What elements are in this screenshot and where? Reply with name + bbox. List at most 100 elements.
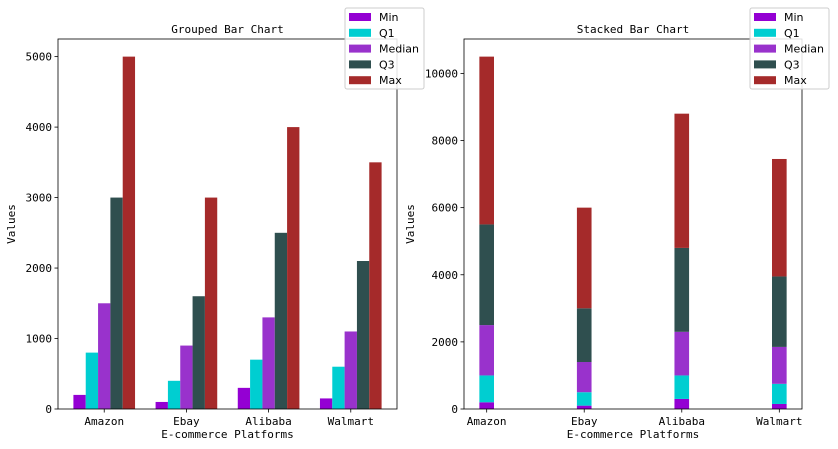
stacked-bar-chart: 0 2000 4000 6000 8000 10000 Amazon Ebay Alibaba W…	[404, 7, 830, 441]
bar-ebay-q1	[576, 392, 592, 406]
bar-walmart-q1	[332, 366, 345, 409]
legend-label-max: Max	[379, 74, 402, 87]
axes-frame	[57, 38, 398, 410]
y-tick-label: 2000	[432, 336, 459, 349]
legend-label-min: Min	[784, 11, 804, 24]
legend-label-min: Min	[379, 11, 399, 24]
bar-alibaba-min	[237, 387, 251, 409]
bar-walmart-median	[772, 346, 787, 384]
bar-alibaba-min	[674, 398, 690, 409]
bar-amazon-median	[98, 303, 111, 409]
y-tick-label: 5000	[26, 51, 53, 64]
bar-ebay-min	[576, 405, 592, 409]
bar-ebay-max	[576, 207, 592, 309]
y-tick-label: 0	[451, 403, 458, 416]
bar-walmart-q3	[356, 261, 370, 409]
bar-amazon-min	[73, 394, 86, 409]
bar-alibaba-max	[287, 127, 300, 409]
legend-label-q3: Q3	[379, 58, 395, 71]
axes-frame	[463, 38, 803, 410]
legend-box	[749, 7, 830, 90]
bar-alibaba-q3	[274, 232, 288, 409]
legend-swatch-q3	[349, 60, 371, 69]
bar-walmart-q3	[772, 276, 787, 347]
chart-title: Stacked Bar Chart	[577, 23, 690, 36]
bar-amazon-q1	[479, 375, 494, 403]
bar-ebay-q3	[576, 308, 592, 363]
y-tick-label: 6000	[432, 202, 459, 215]
legend-swatch-median	[349, 44, 371, 53]
bar-walmart-median	[344, 331, 357, 409]
x-axis: Amazon Ebay Alibaba Walmart	[467, 409, 803, 428]
y-axis-label: Values	[5, 204, 18, 244]
bar-ebay-median	[576, 362, 592, 393]
legend-label-median: Median	[379, 43, 419, 56]
bar-amazon-max	[122, 56, 136, 409]
bar-ebay-q1	[167, 380, 181, 409]
bar-walmart-max	[772, 158, 787, 277]
legend-label-q1: Q1	[379, 27, 395, 40]
bars	[479, 56, 787, 409]
legend-swatch-max	[349, 76, 371, 85]
y-axis: 0 2000 4000 6000 8000 10000	[425, 67, 464, 416]
x-tick-label: Walmart	[756, 415, 802, 428]
x-tick-label: Amazon	[467, 415, 507, 428]
y-tick-label: 4000	[432, 269, 459, 282]
bar-alibaba-q3	[674, 247, 690, 332]
legend-swatch-min	[754, 13, 776, 21]
bar-amazon-min	[479, 402, 494, 409]
bar-amazon-max	[479, 56, 494, 225]
legend: Min Q1 Median Q3 Max	[344, 7, 425, 90]
bar-amazon-median	[479, 325, 494, 376]
x-tick-label: Alibaba	[659, 415, 705, 428]
y-tick-label: 1000	[26, 333, 53, 346]
bar-amazon-q3	[110, 197, 123, 409]
x-axis-label: E-commerce Platforms	[567, 428, 699, 441]
x-tick-label: Alibaba	[245, 415, 291, 428]
legend-swatch-median	[754, 44, 776, 53]
bars	[73, 56, 382, 409]
bar-walmart-min	[319, 398, 333, 409]
y-tick-label: 8000	[432, 135, 459, 148]
y-tick-label: 0	[45, 403, 52, 416]
legend-swatch-q1	[349, 28, 371, 37]
legend-swatch-max	[754, 76, 776, 85]
x-tick-label: Ebay	[571, 415, 598, 428]
bar-walmart-max	[369, 162, 382, 409]
legend-box	[344, 7, 425, 90]
x-tick-label: Walmart	[328, 415, 374, 428]
bar-amazon-q3	[479, 224, 494, 326]
legend: Min Q1 Median Q3 Max	[749, 7, 830, 90]
bar-walmart-q1	[772, 383, 787, 404]
bar-ebay-q3	[192, 296, 205, 409]
y-tick-label: 4000	[26, 121, 53, 134]
y-axis-label: Values	[404, 204, 417, 244]
legend-label-median: Median	[784, 43, 824, 56]
x-axis-label: E-commerce Platforms	[161, 428, 293, 441]
bar-ebay-max	[204, 197, 218, 409]
legend-swatch-min	[349, 13, 371, 21]
bar-alibaba-q1	[674, 375, 690, 399]
bar-amazon-q1	[85, 352, 99, 409]
bar-alibaba-median	[262, 317, 275, 409]
chart-title: Grouped Bar Chart	[171, 23, 284, 36]
legend-label-q3: Q3	[784, 58, 800, 71]
grouped-bar-chart: 0 1000 2000 3000 4000 5000 Amazon Ebay Alibaba Wa…	[5, 7, 425, 441]
bar-alibaba-median	[674, 331, 690, 376]
legend-swatch-q3	[754, 60, 776, 69]
y-tick-label: 10000	[425, 67, 458, 80]
bar-walmart-min	[772, 403, 787, 409]
y-axis: 0 1000 2000 3000 4000 5000	[26, 51, 58, 416]
bar-ebay-min	[155, 401, 168, 409]
bar-alibaba-q1	[250, 359, 263, 409]
bar-ebay-median	[180, 345, 193, 409]
x-tick-label: Amazon	[84, 415, 124, 428]
y-tick-label: 2000	[26, 262, 53, 275]
x-axis: Amazon Ebay Alibaba Walmart	[84, 409, 374, 428]
legend-label-max: Max	[784, 74, 807, 87]
legend-label-q1: Q1	[784, 27, 800, 40]
legend-swatch-q1	[754, 28, 776, 37]
x-tick-label: Ebay	[173, 415, 200, 428]
bar-alibaba-max	[674, 113, 690, 248]
